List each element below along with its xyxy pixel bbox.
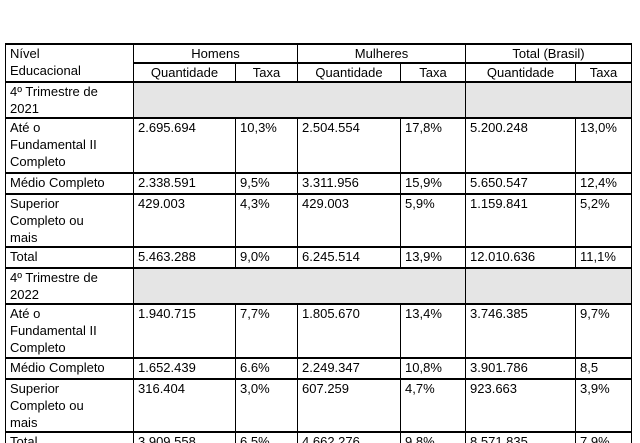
value-cell: 9,7% <box>575 303 633 359</box>
value-cell: 15,9% <box>400 172 467 195</box>
value-cell: 6,5% <box>234 431 299 443</box>
table-row: Até o Fundamental II Completo 1.940.715 … <box>5 303 633 359</box>
section-shade-cell <box>132 81 467 119</box>
table-row: Superior Completo ou mais 429.003 4,3% 4… <box>5 193 633 248</box>
row-label-cell: Total <box>5 246 134 269</box>
value-cell: 607.259 <box>297 378 402 433</box>
value-cell: 4.662.276 <box>297 431 402 443</box>
value-cell: 12,4% <box>575 172 633 195</box>
value-cell: 6.245.514 <box>297 246 402 269</box>
header-homens-taxa: Taxa <box>234 62 299 83</box>
value-cell: 429.003 <box>297 193 402 248</box>
value-cell: 3,9% <box>575 378 633 433</box>
value-cell: 17,8% <box>400 117 467 174</box>
value-cell: 4,7% <box>400 378 467 433</box>
value-cell: 13,0% <box>575 117 633 174</box>
value-cell: 4,3% <box>234 193 299 248</box>
value-cell: 2.249.347 <box>297 357 402 380</box>
value-cell: 2.695.694 <box>133 117 236 174</box>
row-label-cell: Até o Fundamental II Completo <box>5 303 134 359</box>
table-row: Até o Fundamental II Completo 2.695.694 … <box>5 117 633 174</box>
value-cell: 316.404 <box>133 378 236 433</box>
value-cell: 9,0% <box>234 246 299 269</box>
value-cell: 5,9% <box>400 193 467 248</box>
section-shade-cell <box>132 267 467 305</box>
value-cell: 5.650.547 <box>465 172 577 195</box>
value-cell: 3.909.558 <box>133 431 236 443</box>
value-cell: 10,8% <box>400 357 467 380</box>
row-label-cell: Superior Completo ou mais <box>5 193 134 248</box>
value-cell: 11,1% <box>575 246 633 269</box>
section-shade-cell <box>465 81 633 119</box>
value-cell: 12.010.636 <box>465 246 577 269</box>
table-row: Médio Completo 2.338.591 9,5% 3.311.956 … <box>5 172 633 195</box>
table-row: Total 5.463.288 9,0% 6.245.514 13,9% 12.… <box>5 246 633 269</box>
table-row: Superior Completo ou mais 316.404 3,0% 6… <box>5 378 633 433</box>
header-group-mulheres: Mulheres <box>297 43 467 64</box>
value-cell: 7,7% <box>234 303 299 359</box>
row-label-cell: Até o Fundamental II Completo <box>5 117 134 174</box>
row-label-cell: Total <box>5 431 134 443</box>
value-cell: 7,9% <box>575 431 633 443</box>
value-cell: 5.463.288 <box>133 246 236 269</box>
value-cell: 6.6% <box>234 357 299 380</box>
education-unemployment-table: Nível Educacional Homens Mulheres Total … <box>5 43 633 443</box>
value-cell: 2.338.591 <box>133 172 236 195</box>
value-cell: 429.003 <box>133 193 236 248</box>
section-title-2022: 4º Trimestre de 2022 <box>5 267 134 305</box>
value-cell: 9,5% <box>234 172 299 195</box>
header-mulheres-quantidade: Quantidade <box>297 62 402 83</box>
value-cell: 8.571.835 <box>465 431 577 443</box>
value-cell: 9,8% <box>400 431 467 443</box>
value-cell: 3.901.786 <box>465 357 577 380</box>
header-nivel-educacional: Nível Educacional <box>5 43 134 83</box>
table-row: Médio Completo 1.652.439 6.6% 2.249.347 … <box>5 357 633 380</box>
value-cell: 3,0% <box>234 378 299 433</box>
header-total-taxa: Taxa <box>575 62 633 83</box>
row-label-cell: Médio Completo <box>5 172 134 195</box>
value-cell: 923.663 <box>465 378 577 433</box>
value-cell: 8,5 <box>575 357 633 380</box>
row-label-cell: Superior Completo ou mais <box>5 378 134 433</box>
header-homens-quantidade: Quantidade <box>133 62 236 83</box>
section-shade-cell <box>465 267 633 305</box>
section-title-2021: 4º Trimestre de 2021 <box>5 81 134 119</box>
header-total-quantidade: Quantidade <box>465 62 577 83</box>
value-cell: 1.652.439 <box>133 357 236 380</box>
value-cell: 10,3% <box>234 117 299 174</box>
header-group-total-brasil: Total (Brasil) <box>465 43 633 64</box>
header-group-homens: Homens <box>132 43 299 64</box>
value-cell: 1.159.841 <box>465 193 577 248</box>
header-mulheres-taxa: Taxa <box>400 62 467 83</box>
value-cell: 13,4% <box>400 303 467 359</box>
table-row: Total 3.909.558 6,5% 4.662.276 9,8% 8.57… <box>5 431 633 443</box>
value-cell: 13,9% <box>400 246 467 269</box>
value-cell: 2.504.554 <box>297 117 402 174</box>
value-cell: 3.311.956 <box>297 172 402 195</box>
value-cell: 1.940.715 <box>133 303 236 359</box>
value-cell: 1.805.670 <box>297 303 402 359</box>
value-cell: 3.746.385 <box>465 303 577 359</box>
value-cell: 5,2% <box>575 193 633 248</box>
value-cell: 5.200.248 <box>465 117 577 174</box>
row-label-cell: Médio Completo <box>5 357 134 380</box>
